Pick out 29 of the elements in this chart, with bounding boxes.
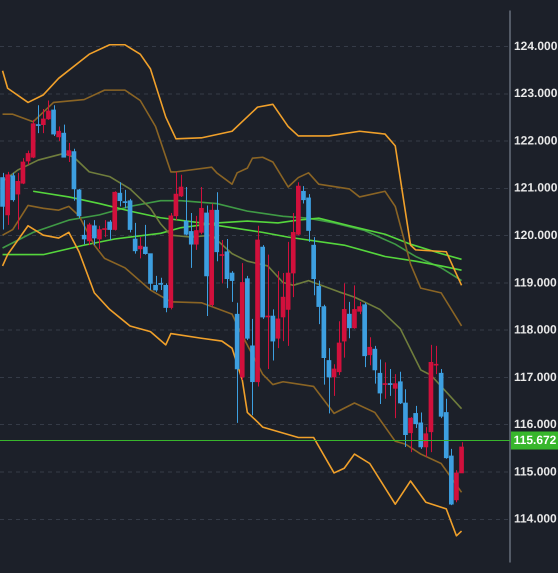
y-tick-label: 119.000 bbox=[514, 275, 558, 290]
y-tick-label: 114.000 bbox=[514, 512, 558, 526]
y-tick-label: 121.000 bbox=[514, 180, 558, 195]
candlestick bbox=[36, 104, 41, 134]
candlestick bbox=[92, 220, 97, 246]
candlestick bbox=[382, 362, 388, 400]
y-tick-label: 115.000 bbox=[514, 464, 558, 478]
candlestick bbox=[367, 336, 372, 366]
y-tick-label: 117.000 bbox=[514, 370, 558, 384]
y-tick-label: 122.000 bbox=[514, 133, 558, 148]
candlestick bbox=[347, 301, 352, 339]
y-tick-label: 124.000 bbox=[514, 38, 558, 53]
candlestick bbox=[66, 142, 72, 162]
ref-line-label: 115.672 bbox=[514, 432, 557, 447]
candlestick bbox=[388, 368, 392, 396]
y-tick-label: 123.000 bbox=[514, 86, 558, 100]
candlestick bbox=[107, 220, 112, 240]
candlestick bbox=[265, 254, 270, 370]
candlestick bbox=[138, 236, 143, 259]
y-tick-label: 116.000 bbox=[514, 417, 558, 432]
candlestick bbox=[82, 220, 86, 245]
y-tick-label: 118.000 bbox=[514, 322, 558, 337]
candlestick bbox=[408, 416, 413, 453]
candlestick bbox=[220, 239, 224, 284]
candlestick bbox=[392, 374, 398, 419]
candlestick bbox=[86, 222, 92, 246]
y-tick-label: 120.000 bbox=[514, 228, 558, 242]
candlestick bbox=[56, 126, 61, 142]
candlestick bbox=[132, 222, 138, 254]
